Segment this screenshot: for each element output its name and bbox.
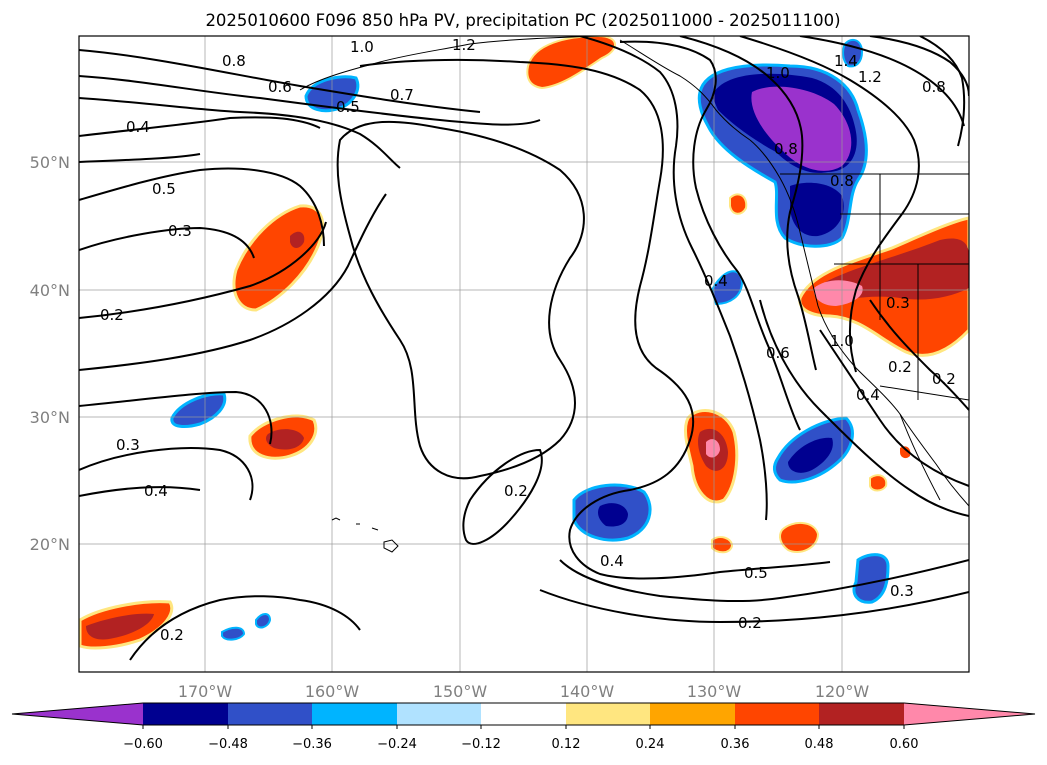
contour-labels: 1.0 1.2 0.8 0.6 0.7 0.5 0.4 0.5 0.3 0.2 … xyxy=(100,36,956,644)
pv-contours xyxy=(79,36,969,661)
neg-anomaly-c xyxy=(170,392,227,428)
contour-label: 0.2 xyxy=(160,626,184,644)
lat-label: 30°N xyxy=(30,408,70,427)
neg-anomaly-b-core xyxy=(788,437,833,473)
pos-anomaly-small-b xyxy=(779,522,820,553)
contour-label: 0.4 xyxy=(704,272,728,290)
neg-anomaly-f xyxy=(221,626,246,641)
contour-label: 0.2 xyxy=(932,370,956,388)
contour-label: 0.8 xyxy=(222,52,246,70)
contour-label: 0.4 xyxy=(856,386,880,404)
gridlines xyxy=(79,36,969,672)
colorbar-tick-label: 0.36 xyxy=(721,737,750,752)
coastlines xyxy=(299,36,969,553)
colorbar-segment xyxy=(12,703,143,725)
colorbar-tick-label: 0.48 xyxy=(805,737,834,752)
lon-label: 120°W xyxy=(815,682,870,701)
contour-label: 0.3 xyxy=(886,294,910,312)
coastline-alaska xyxy=(299,36,601,91)
colorbar-segment xyxy=(904,703,1035,725)
colorbar-tick-label: 0.12 xyxy=(552,737,581,752)
colorbar-segment xyxy=(312,703,397,725)
neg-anomaly-a-core xyxy=(598,503,628,527)
colorbar-segment xyxy=(819,703,904,725)
lon-label: 140°W xyxy=(560,682,615,701)
contour-label: 0.4 xyxy=(144,482,168,500)
pos-anomaly-sw-core xyxy=(86,613,154,640)
coastline-baja xyxy=(899,413,941,501)
contour-label: 0.5 xyxy=(336,98,360,116)
latitude-labels: 50°N 40°N 30°N 20°N xyxy=(30,153,70,554)
neg-anomaly-e xyxy=(710,270,744,306)
contour-label: 0.4 xyxy=(600,552,624,570)
contour-label: 1.0 xyxy=(766,64,790,82)
longitude-labels: 170°W 160°W 150°W 140°W 130°W 120°W xyxy=(178,682,870,701)
lat-label: 20°N xyxy=(30,535,70,554)
contour-label: 0.7 xyxy=(390,86,414,104)
lon-label: 160°W xyxy=(305,682,360,701)
contour-label: 0.8 xyxy=(922,78,946,96)
lon-label: 130°W xyxy=(687,682,742,701)
contour-label: 0.6 xyxy=(766,344,790,362)
contour-label: 0.5 xyxy=(744,564,768,582)
contour-label: 1.4 xyxy=(834,52,858,70)
colorbar-tick-label: −0.12 xyxy=(461,737,501,752)
colorbar-segment xyxy=(481,703,566,725)
coastline-west-coast xyxy=(749,139,969,507)
neg-anomaly-d xyxy=(852,553,890,604)
map-frame xyxy=(78,35,970,673)
pos-anomaly-subtrop-max xyxy=(706,439,720,458)
colorbar: −0.60 −0.48 −0.36 −0.24 −0.12 0.12 0.24 … xyxy=(11,702,1036,752)
map-panel: 1.0 1.2 0.8 0.6 0.7 0.5 0.4 0.5 0.3 0.2 … xyxy=(79,36,969,672)
neg-anomaly-oregon-core xyxy=(790,182,844,237)
colorbar-tick-label: 0.24 xyxy=(636,737,665,752)
contour-label: 1.2 xyxy=(452,36,476,54)
colorbar-segment xyxy=(650,703,735,725)
colorbar-tick-label: 0.60 xyxy=(890,737,919,752)
colorbar-segment xyxy=(735,703,819,725)
pos-anomaly-west-core xyxy=(290,231,305,248)
lon-label: 170°W xyxy=(178,682,233,701)
colorbar-tick-label: −0.36 xyxy=(292,737,332,752)
contour-label: 0.8 xyxy=(774,140,798,158)
colorbar-tick-label: −0.48 xyxy=(208,737,248,752)
pos-anomaly-central-core xyxy=(266,429,304,450)
contour-label: 1.0 xyxy=(350,38,374,56)
colorbar-tick-label: −0.24 xyxy=(377,737,417,752)
pos-anomaly-small-e xyxy=(900,446,911,459)
contour-label: 0.2 xyxy=(100,306,124,324)
pos-anomaly-california-max xyxy=(813,280,863,306)
pos-anomaly-gulf xyxy=(526,36,616,90)
pos-anomaly-small-c xyxy=(711,536,734,554)
contour-label: 0.4 xyxy=(126,118,150,136)
colorbar-segment xyxy=(397,703,481,725)
contour-label: 0.3 xyxy=(890,582,914,600)
lat-label: 40°N xyxy=(30,281,70,300)
contour-label: 0.3 xyxy=(116,436,140,454)
neg-anomaly-g xyxy=(255,613,272,629)
coastline-alaska-panhandle xyxy=(619,39,751,141)
contour-label: 0.2 xyxy=(738,614,762,632)
colorbar-tick-label: −0.60 xyxy=(123,737,163,752)
lon-label: 150°W xyxy=(433,682,488,701)
contour-label: 0.3 xyxy=(168,222,192,240)
border-us-mexico xyxy=(879,385,969,401)
contour-label: 0.2 xyxy=(888,358,912,376)
contour-label: 1.2 xyxy=(858,68,882,86)
neg-anomaly-bc-strip xyxy=(842,38,864,68)
contour-label: 0.2 xyxy=(504,482,528,500)
pos-anomaly-small-a xyxy=(729,193,748,215)
colorbar-segment xyxy=(566,703,650,725)
contour-label: 0.6 xyxy=(268,78,292,96)
pos-anomaly-small-d xyxy=(869,474,888,492)
colorbar-segment xyxy=(143,703,228,725)
contour-label: 0.5 xyxy=(152,180,176,198)
contour-label: 0.8 xyxy=(830,172,854,190)
colorbar-segment xyxy=(228,703,312,725)
lat-label: 50°N xyxy=(30,153,70,172)
hawaii-islands xyxy=(331,517,399,553)
map-title: 2025010600 F096 850 hPa PV, precipitatio… xyxy=(205,11,840,30)
contour-label: 1.0 xyxy=(830,332,854,350)
